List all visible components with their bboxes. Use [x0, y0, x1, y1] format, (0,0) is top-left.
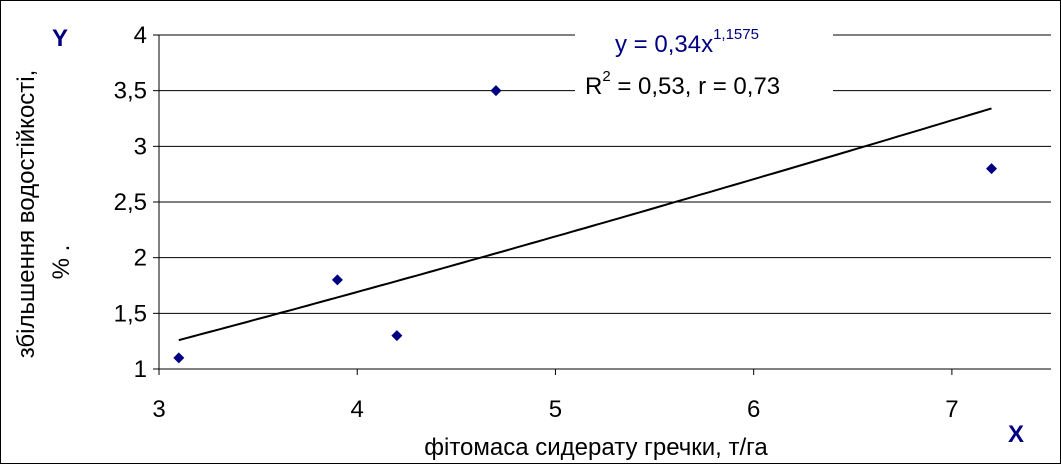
y-tick-label: 1,5	[114, 300, 147, 327]
data-point-1	[331, 274, 343, 286]
trendline-layer	[178, 107, 992, 342]
y-tick-label: 2	[134, 245, 147, 272]
equation-exponent: 1,1575	[713, 26, 759, 43]
y-tick-label: 1	[134, 356, 147, 383]
x-tick-label: 4	[351, 396, 364, 423]
r-squared-values: = 0,53, r = 0,73	[611, 73, 780, 100]
equation-background	[575, 22, 833, 108]
y-axis-title-line2: % .	[48, 245, 75, 280]
y-axis-letter: Y	[52, 25, 68, 52]
trendline-equation: y = 0,34x1,1575	[615, 26, 759, 58]
x-tick-label: 6	[747, 396, 760, 423]
data-points	[173, 85, 998, 364]
x-axis-title: фітомаса сидерату гречки, т/га	[424, 434, 768, 461]
x-axis-letter: X	[1008, 421, 1024, 448]
trendline	[178, 107, 992, 342]
y-tick-label: 3	[134, 133, 147, 160]
data-point-3	[490, 85, 502, 97]
y-tick-label: 3,5	[114, 78, 147, 105]
r-squared-base: R	[585, 73, 602, 100]
x-tick-label: 3	[152, 396, 165, 423]
y-tick-label: 2,5	[114, 189, 147, 216]
data-point-4	[986, 163, 998, 175]
data-point-0	[173, 352, 185, 364]
y-tick-label: 4	[134, 22, 147, 49]
y-axis-title-line1: збільшення водостійкості,	[13, 70, 40, 359]
data-point-2	[391, 330, 403, 342]
axes: 1 1,5 2 2,5 3 3,5 4 3 4 5 6 7	[114, 22, 1051, 423]
x-tick-label: 5	[549, 396, 562, 423]
r-squared-exponent: 2	[602, 68, 610, 85]
x-tick-label: 7	[945, 396, 958, 423]
r-squared-text: R2 = 0,53, r = 0,73	[585, 68, 780, 100]
equation-base: y = 0,34x	[615, 31, 713, 58]
